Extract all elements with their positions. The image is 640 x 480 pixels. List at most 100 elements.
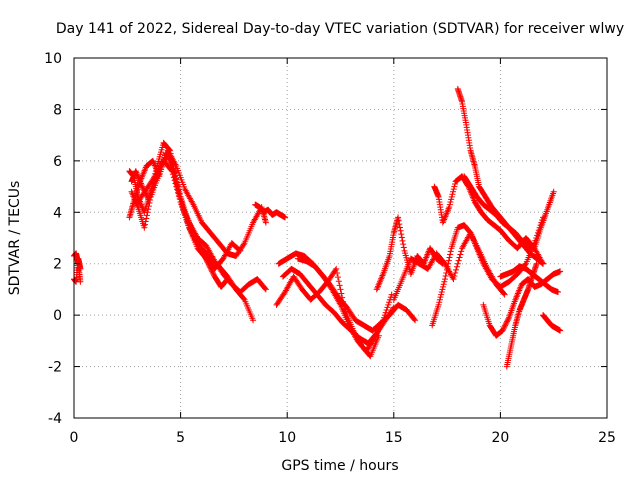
data-point (241, 221, 256, 247)
data-point (316, 279, 330, 295)
data-point (354, 337, 369, 354)
data-point (435, 278, 448, 308)
data-point (282, 214, 289, 221)
data-point (282, 275, 296, 295)
data-point (503, 345, 514, 370)
data-point (299, 286, 313, 302)
data-point (275, 256, 290, 267)
data-point (296, 271, 311, 287)
data-point (128, 188, 141, 209)
data-point (525, 242, 537, 252)
data-point (390, 278, 405, 303)
y-tick-label: 0 (53, 308, 62, 324)
data-point (429, 303, 441, 329)
data-point (544, 317, 555, 328)
data-point (290, 273, 305, 292)
data-point (542, 281, 554, 292)
data-point (337, 301, 352, 327)
data-point (198, 245, 213, 261)
data-point (341, 307, 356, 332)
data-point (380, 294, 394, 324)
y-tick-label: -4 (48, 411, 62, 427)
data-point (480, 301, 493, 327)
data-point (303, 258, 318, 269)
data-point (478, 209, 490, 223)
data-point (228, 240, 243, 254)
x-tick-label: 25 (598, 430, 616, 446)
x-tick-label: 20 (491, 430, 509, 446)
data-point (533, 255, 546, 267)
data-point (403, 307, 418, 323)
data-point (467, 229, 480, 250)
data-point (407, 255, 422, 267)
data-point (522, 265, 535, 277)
data-point (480, 201, 493, 213)
data-point (459, 98, 469, 126)
data-points (71, 85, 564, 370)
data-point (505, 237, 520, 251)
data-point (254, 276, 269, 292)
data-point (450, 248, 465, 283)
data-point (194, 245, 209, 261)
data-point (540, 260, 547, 267)
data-point (431, 183, 442, 199)
data-point (441, 248, 454, 283)
data-point (134, 204, 147, 229)
data-point (220, 241, 234, 262)
data-point (486, 206, 499, 218)
data-point (473, 245, 486, 266)
data-point (516, 297, 527, 313)
data-point (412, 317, 419, 324)
data-point (505, 224, 518, 236)
data-point (220, 271, 234, 287)
data-point (446, 181, 458, 211)
data-point (518, 237, 531, 249)
data-point (194, 235, 209, 248)
data-point (552, 325, 563, 334)
data-point (512, 229, 525, 243)
data-point (322, 301, 337, 315)
data-point (173, 163, 188, 190)
data-point (237, 247, 244, 254)
data-point (537, 208, 550, 231)
data-point (448, 226, 461, 252)
x-tick-label: 5 (176, 430, 185, 446)
data-point (284, 250, 298, 262)
x-axis-label: GPS time / hours (281, 458, 398, 474)
data-point (516, 263, 529, 272)
x-tick-label: 0 (70, 430, 79, 446)
data-point (145, 180, 158, 203)
data-point (367, 334, 382, 360)
data-point (501, 291, 508, 298)
data-point (152, 159, 166, 180)
data-point (493, 328, 505, 339)
data-point (531, 226, 544, 252)
data-point (363, 336, 377, 355)
data-point (454, 85, 465, 104)
x-tick-label: 15 (385, 430, 403, 446)
data-point (279, 266, 294, 280)
data-point (273, 209, 284, 218)
data-point (211, 256, 226, 272)
data-point (211, 273, 224, 289)
data-point (435, 193, 446, 223)
data-point (497, 271, 510, 280)
data-point (132, 168, 145, 189)
data-point (395, 214, 407, 251)
data-point (198, 219, 213, 235)
y-tick-label: 10 (44, 51, 62, 67)
data-point (143, 174, 158, 193)
data-point (467, 147, 478, 168)
data-point (550, 268, 563, 277)
data-point (533, 260, 540, 267)
axis-ticks: 0 5 10 15 20 25 -4 -2 0 2 4 6 8 10 (44, 51, 616, 446)
data-point (277, 211, 288, 221)
data-point (320, 273, 335, 292)
data-point (557, 268, 564, 275)
data-point (328, 286, 343, 307)
y-tick-label: 6 (53, 154, 62, 170)
data-point (510, 263, 522, 275)
data-point (476, 183, 488, 199)
data-point (228, 281, 243, 295)
